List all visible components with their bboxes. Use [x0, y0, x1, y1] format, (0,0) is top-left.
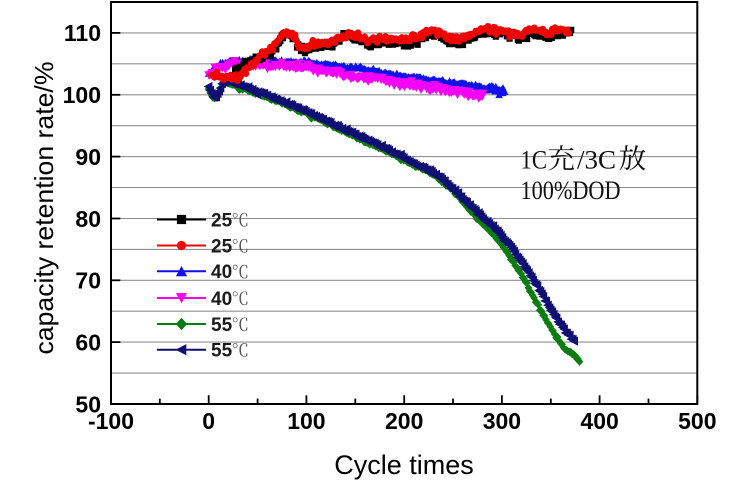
- svg-text:0: 0: [202, 408, 215, 434]
- svg-text:70: 70: [75, 268, 101, 294]
- svg-text:100%DOD: 100%DOD: [521, 176, 621, 205]
- svg-text:25: 25: [211, 236, 233, 257]
- svg-text:Cycle times: Cycle times: [334, 450, 474, 480]
- svg-text:40: 40: [211, 289, 232, 310]
- svg-text:400: 400: [580, 408, 618, 434]
- svg-text:1C: 1C: [521, 146, 548, 175]
- svg-text:50: 50: [75, 391, 101, 417]
- svg-text:60: 60: [75, 329, 101, 355]
- svg-text:-100: -100: [88, 408, 134, 434]
- svg-text:110: 110: [64, 20, 101, 46]
- svg-text:/3C: /3C: [577, 146, 616, 175]
- svg-text:25: 25: [211, 210, 233, 231]
- svg-text:55: 55: [211, 315, 233, 336]
- svg-text:200: 200: [385, 408, 423, 434]
- svg-text:90: 90: [75, 144, 101, 170]
- svg-text:100: 100: [63, 82, 101, 108]
- svg-text:500: 500: [678, 408, 716, 434]
- svg-text:40: 40: [211, 262, 232, 283]
- svg-text:300: 300: [483, 408, 521, 434]
- svg-text:55: 55: [211, 341, 233, 362]
- svg-text:100: 100: [287, 408, 325, 434]
- svg-text:capacity retention rate/%: capacity retention rate/%: [29, 62, 59, 355]
- svg-text:80: 80: [75, 206, 101, 232]
